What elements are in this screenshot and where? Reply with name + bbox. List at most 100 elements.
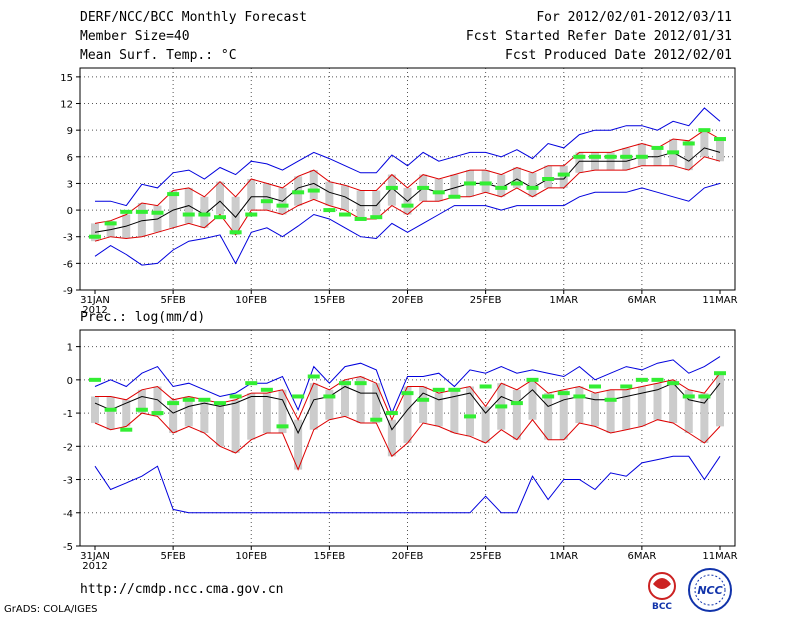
ncc-logo-text: NCC [697,584,722,597]
spread-bar [481,406,490,443]
obs-marker [292,190,305,195]
obs-marker [651,145,664,150]
obs-marker [557,172,570,177]
spread-bar [216,181,224,215]
bcc-logo-text: BCC [652,602,672,612]
spread-bar [137,202,146,237]
obs-marker [698,394,711,399]
forecast-produced-date: Fcst Produced Date 2012/02/01 [505,48,732,63]
spread-bar [591,393,599,427]
obs-marker [526,185,539,190]
obs-marker [167,401,180,406]
obs-marker [276,203,289,208]
obs-marker [479,181,492,186]
y-tick-label: 0 [67,376,73,387]
grads-credit: GrADS: COLA/IGES [4,604,98,615]
mean-line [94,147,721,233]
spread-bar [247,179,256,211]
obs-marker [667,150,680,155]
prec-variable-label: Prec.: log(mm/d) [80,310,206,325]
obs-marker [370,215,383,220]
obs-marker [120,427,133,432]
x-tick-label: 6MAR [627,551,656,562]
y-tick-label: -3 [63,233,73,244]
x-tick-year: 2012 [82,305,107,316]
y-tick-label: 1 [67,343,73,354]
x-tick-label: 20FEB [392,295,424,306]
spread-bar [684,140,693,171]
spread-bar [231,196,240,235]
obs-marker [198,397,211,402]
spread-bar [294,419,303,470]
spread-bar [481,170,490,193]
obs-marker [354,381,367,386]
spread-bar [184,396,193,427]
x-tick-label: 11MAR [702,295,737,306]
spread-bar [200,196,209,228]
obs-marker [370,417,383,422]
plot-frame [79,329,736,547]
obs-marker [573,394,586,399]
obs-marker [448,387,461,392]
spread-bar [122,399,131,427]
temp-variable-label: Mean Surf. Temp.: °C [80,48,237,63]
chart-panel-precipitation: -5 -4 -3 -2 -1 0 1 31JAN 5FEB 10FEB 15FEB 20FEB 25FE… [63,329,738,572]
obs-marker [589,384,601,389]
x-tick-label: 25FEB [470,295,502,306]
obs-marker [635,377,648,382]
y-tick-label: -4 [63,509,73,520]
chart-panel-temperature: -9 -6 -3 0 3 6 9 12 15 31JAN 5FEB 10FEB 15FEB 20FEB 25… [60,67,738,316]
spread-bar [512,389,521,440]
spread-bar [216,403,224,447]
obs-marker [245,381,258,386]
spread-bar [341,379,349,417]
obs-marker [307,188,320,193]
obs-marker [495,185,508,190]
x-tick-label: 10FEB [235,295,267,306]
obs-marker [151,411,164,416]
spread-bar [575,386,584,424]
y-tick-label: 9 [67,126,73,137]
obs-marker [214,401,226,406]
obs-marker [245,212,258,217]
spread-bar [309,170,318,200]
logos: BCC NCC [648,568,732,612]
spread-bar [637,143,646,166]
spread-bar [700,393,709,443]
spread-bar [716,139,724,162]
obs-marker [479,384,492,389]
obs-marker [182,397,195,402]
lower-line [94,412,721,471]
spread-bar [622,389,631,430]
obs-marker [510,401,523,406]
spread-bar [91,396,99,424]
spread-bar [606,389,615,434]
obs-marker [120,209,133,214]
spread-bar [356,376,365,424]
spread-bar [278,389,287,434]
spread-bar [341,185,349,211]
x-tick-label: 31JAN [80,551,110,562]
spread-bar [372,190,381,219]
y-tick-label: -1 [63,409,73,420]
obs-marker [229,230,242,235]
spread-bar [169,399,178,434]
source-url[interactable]: http://cmdp.ncc.cma.gov.cn [80,582,284,597]
obs-marker [651,377,664,382]
obs-marker [104,221,117,226]
y-tick-label: 15 [60,73,73,84]
spread-bar [544,165,553,188]
x-tick-label: 6MAR [627,295,656,306]
obs-marker [604,154,617,159]
obs-marker [323,208,336,213]
obs-marker [182,212,195,217]
spread-bar [434,179,443,202]
plot-frame [79,67,736,291]
spread-bar [372,383,381,424]
spread-bar [419,386,428,424]
obs-marker [510,181,523,186]
obs-marker [573,154,586,159]
spread-bar [528,172,537,197]
lower-line [94,156,721,242]
x-tick-year: 2012 [82,561,107,572]
